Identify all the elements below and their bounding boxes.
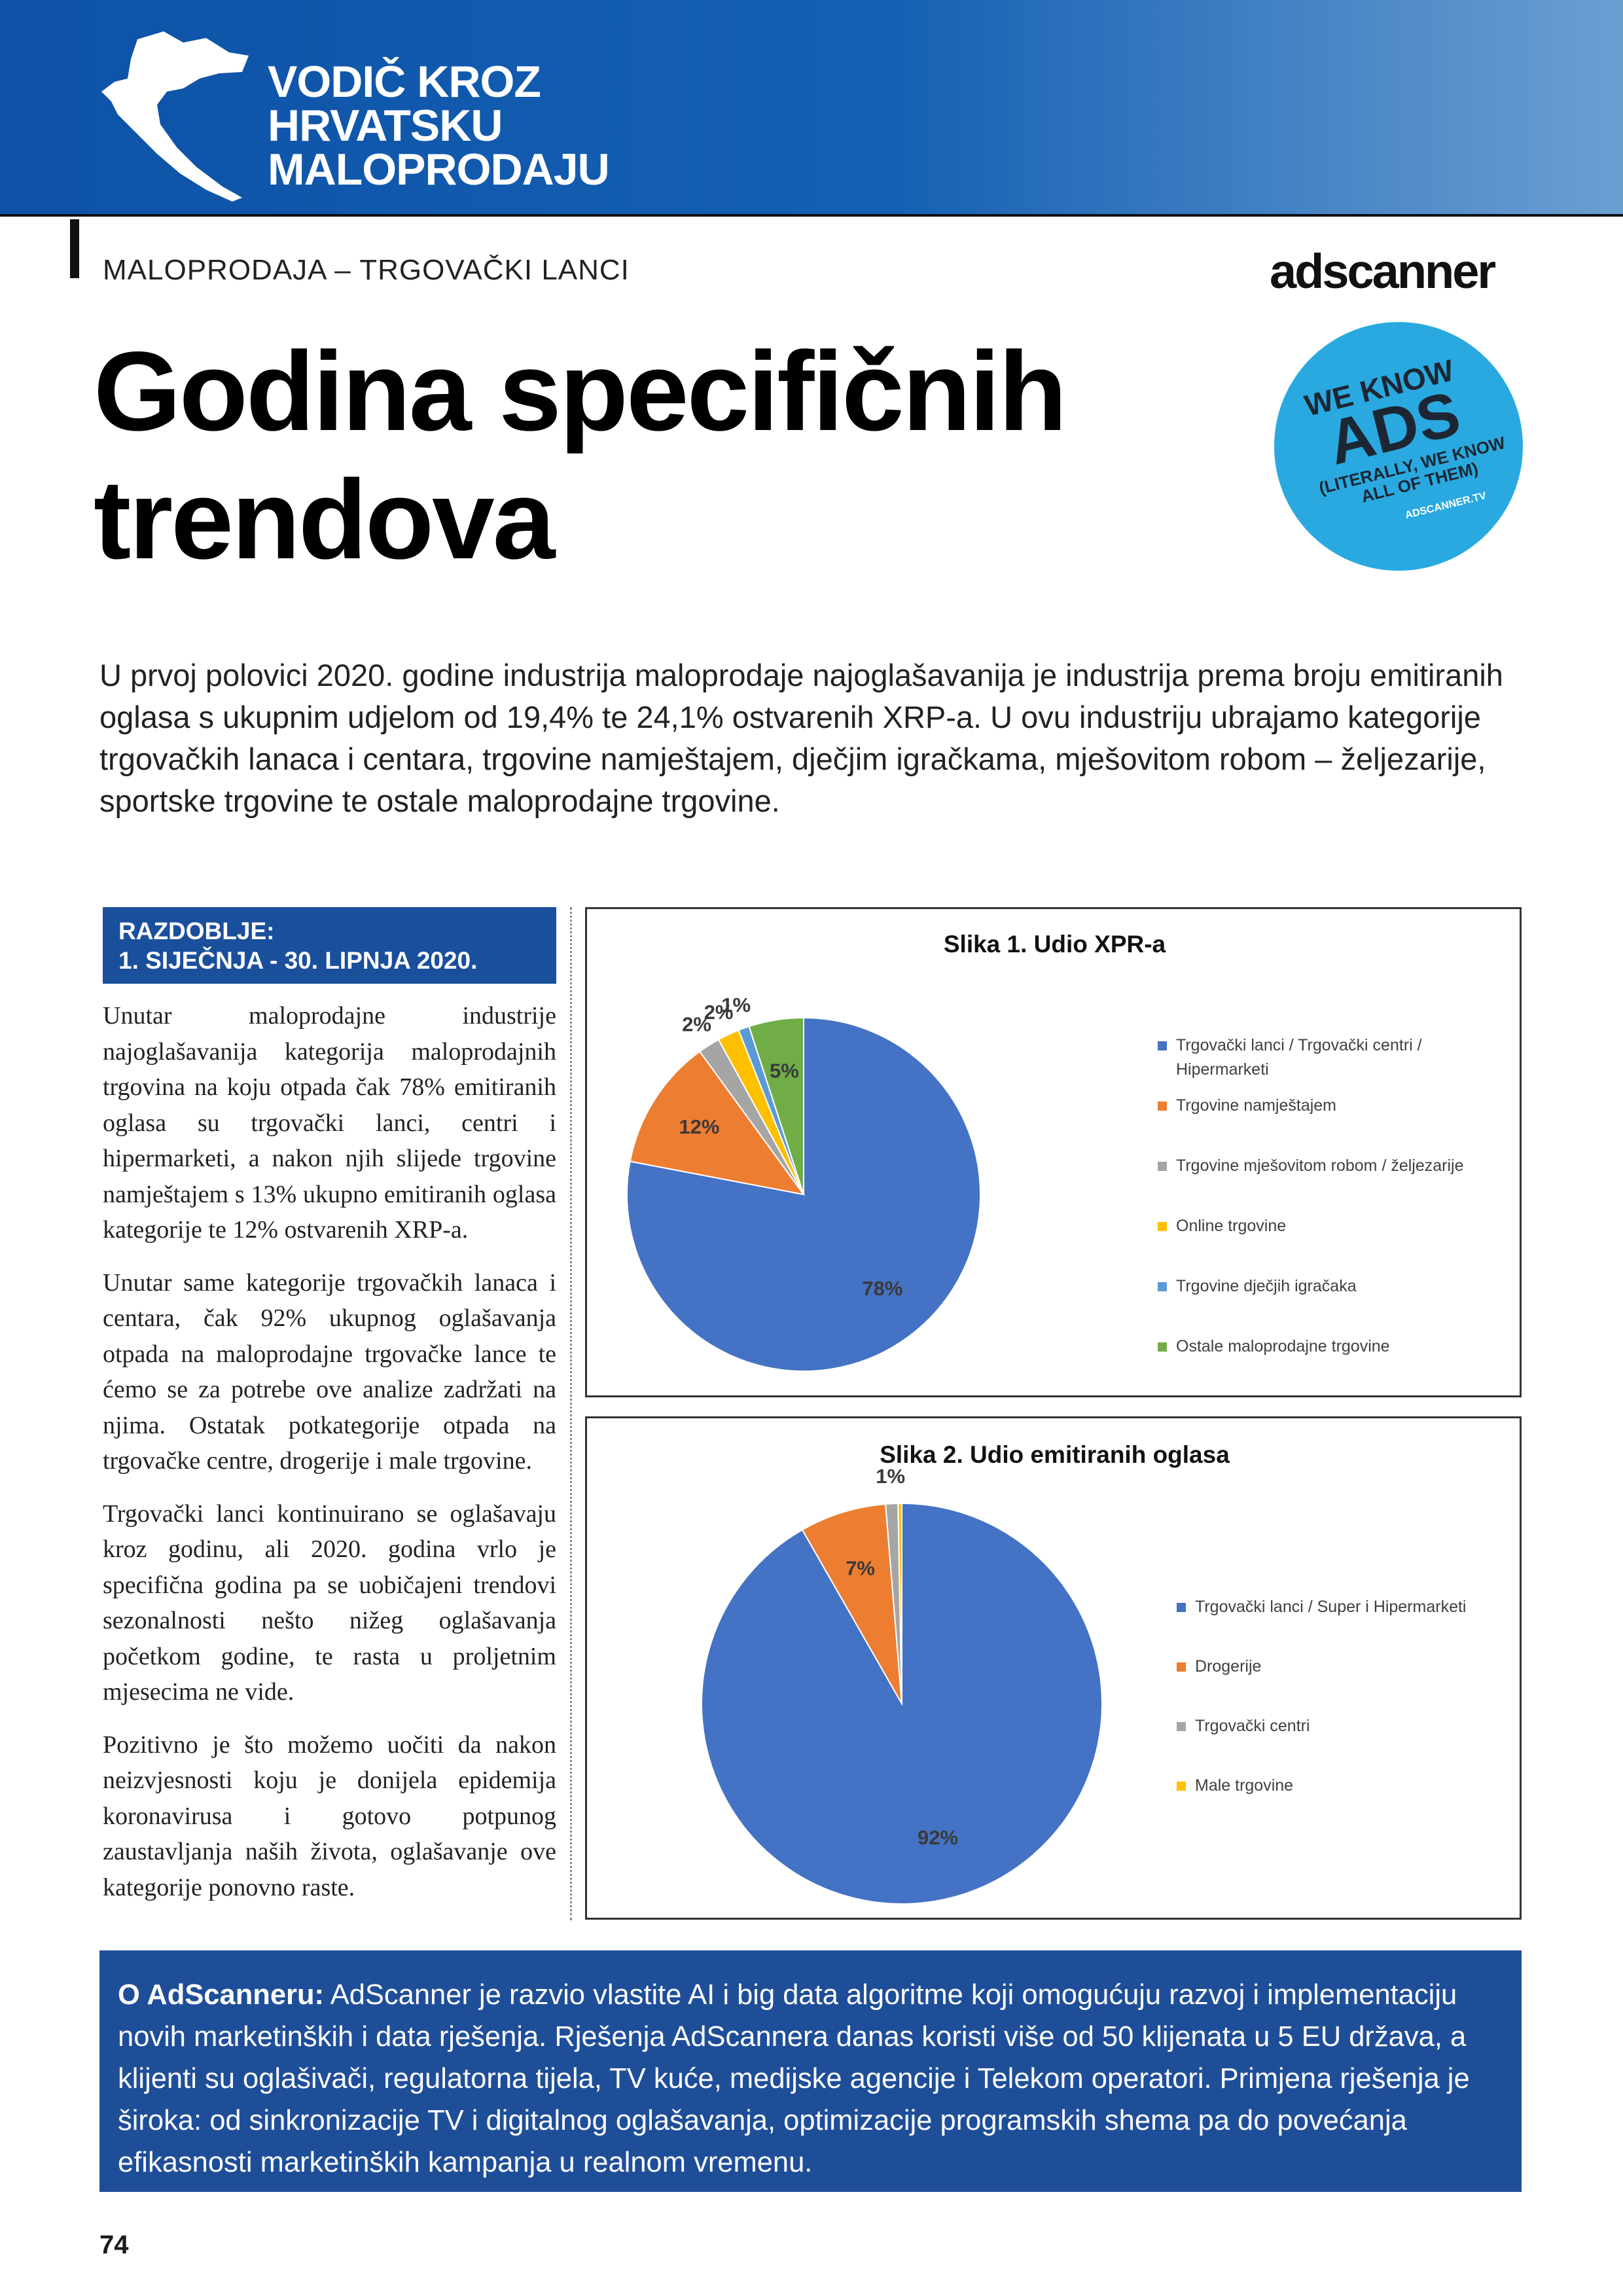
data-label: 1% — [876, 1465, 905, 1488]
pie-slice — [748, 1016, 804, 1195]
pie-chart: Slika 2. Udio emitiranih oglasa 92% 7% 1% — [701, 1441, 1230, 1905]
croatia-map — [101, 31, 249, 202]
chart-title: Slika 1. Udio XPR-a — [944, 931, 1166, 958]
legend-label: Ostale maloprodajne trgovine — [1176, 1337, 1390, 1355]
legend-item: Drogerije — [1177, 1655, 1483, 1679]
legend-label: Trgovački lanci / Super i Hipermarketi — [1195, 1598, 1467, 1616]
legend-swatch — [1177, 1603, 1186, 1612]
legend-swatch — [1158, 1162, 1167, 1171]
header-title: VODIČ KROZ HRVATSKU MALOPRODAJU — [268, 57, 610, 194]
data-label: 78% — [862, 1277, 902, 1300]
chart-title: Slika 2. Udio emitiranih oglasa — [880, 1441, 1230, 1468]
legend-label: Trgovine mješovitom robom / željezarije — [1176, 1157, 1464, 1175]
legend-item: Male trgovine — [1177, 1774, 1483, 1798]
legend-item: Trgovine dječjih igračaka — [1158, 1274, 1464, 1299]
legend-swatch — [1158, 1222, 1167, 1231]
legend-swatch — [1158, 1282, 1167, 1291]
chart-box: Slika 2. Udio emitiranih oglasa 92% 7% 1% Tr… — [585, 1416, 1522, 1920]
legend-item: Trgovine namještajem — [1158, 1094, 1464, 1118]
legend-label: Trgovine namještajem — [1176, 1096, 1337, 1115]
legend-item: Trgovine mješovitom robom / željezarije — [1158, 1154, 1464, 1178]
header-line: HRVATSKU — [268, 101, 503, 151]
legend-item: Trgovački lanci / Trgovački centri / Hip… — [1158, 1033, 1464, 1082]
legend-label: Drogerije — [1195, 1657, 1262, 1676]
headline-line: Godina specifičnih — [94, 329, 1067, 454]
paragraph: Pozitivno je što možemo uočiti da nakon … — [103, 1731, 556, 1901]
period-line: RAZDOBLJE: — [118, 918, 275, 944]
intro: U prvoj polovici 2020. godine industrija… — [99, 658, 1503, 818]
legend-swatch — [1177, 1722, 1186, 1731]
legend-label: Trgovački centri — [1195, 1717, 1310, 1735]
legend-item: Ostale maloprodajne trgovine — [1158, 1335, 1464, 1359]
legend-swatch — [1158, 1342, 1167, 1352]
data-label: 92% — [918, 1826, 958, 1849]
legend-swatch — [1158, 1102, 1167, 1111]
footer-box: O AdScanneru: AdScanner je razvio vlasti… — [99, 1950, 1522, 2192]
header-line: VODIČ KROZ — [268, 57, 541, 107]
data-label: 7% — [846, 1557, 875, 1580]
divider — [570, 907, 572, 1920]
paragraph: Unutar same kategorije trgovačkih lanaca… — [103, 1268, 556, 1475]
legend-swatch — [1177, 1782, 1186, 1791]
section-bar — [70, 219, 79, 278]
legend-swatch — [1158, 1041, 1167, 1050]
period-line: 1. SIJEČNJA - 30. LIPNJA 2020. — [118, 947, 478, 974]
legend-item: Online trgovine — [1158, 1214, 1464, 1238]
pie-slice — [897, 1502, 902, 1704]
footer-text: AdScanner je razvio vlastite AI i big da… — [118, 1979, 1470, 2178]
chart-box: Slika 1. Udio XPR-a 78% 12% 2% 2% 1% 5% Trgovač… — [585, 907, 1522, 1397]
badge-circle — [1274, 322, 1523, 571]
legend-label: Male trgovine — [1195, 1776, 1294, 1795]
body-text: Unutar maloprodajne industrije najoglaša… — [103, 998, 556, 1922]
headline: Godina specifičnih trendova — [94, 327, 1067, 584]
pie-chart: Slika 1. Udio XPR-a78%12%2%2%1%5% — [626, 931, 1166, 1372]
footer-label: O AdScanneru: — [118, 1979, 325, 2011]
data-label: 2% — [704, 1001, 734, 1024]
legend-label: Online trgovine — [1176, 1217, 1287, 1235]
data-label: 12% — [679, 1115, 719, 1138]
section-label: MALOPRODAJA – TRGOVAČKI LANCI — [103, 254, 630, 286]
data-label: 5% — [770, 1060, 799, 1083]
paragraph: Unutar maloprodajne industrije najoglaša… — [103, 1002, 556, 1244]
data-label: 2% — [682, 1013, 711, 1036]
legend-item: Trgovački lanci / Super i Hipermarketi — [1177, 1595, 1483, 1619]
pie-slice — [629, 1050, 806, 1196]
header-band: VODIČ KROZ HRVATSKU MALOPRODAJU — [0, 0, 1623, 217]
page-number: 74 — [99, 2231, 129, 2259]
header-line: MALOPRODAJU — [268, 145, 610, 194]
badge: WE KNOW ADS (LITERALLY, WE KNOW ALL OF T… — [1274, 322, 1523, 571]
legend-swatch — [1177, 1662, 1186, 1672]
data-label: 1% — [721, 994, 751, 1016]
legend-item: Trgovački centri — [1177, 1714, 1483, 1738]
headline-line: trendova — [94, 457, 555, 583]
pie-slice — [801, 1503, 902, 1704]
legend-label: Trgovine dječjih igračaka — [1176, 1277, 1357, 1295]
paragraph: Trgovački lanci kontinuirano se oglašava… — [103, 1499, 556, 1706]
legend-label: Trgovački lanci / Trgovački centri / Hip… — [1176, 1036, 1422, 1079]
period-box: RAZDOBLJE: 1. SIJEČNJA - 30. LIPNJA 2020… — [103, 907, 556, 984]
logo: adscanner — [1270, 244, 1496, 298]
